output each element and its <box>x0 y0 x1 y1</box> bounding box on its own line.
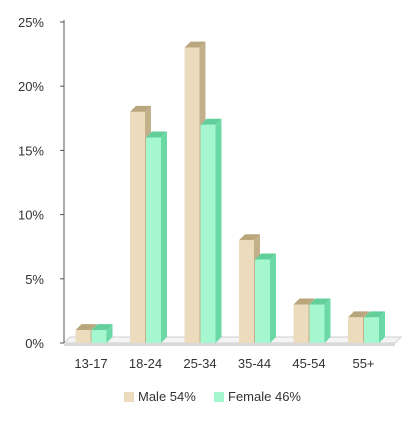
bar <box>200 118 222 343</box>
x-tick-labels: 13-17 18-24 25-34 35-44 45-54 55+ <box>74 356 374 371</box>
y-tick-labels: 0% 5% 10% 15% 20% 25% <box>18 15 64 351</box>
legend-label: Male 54% <box>138 389 196 404</box>
bar-side <box>215 118 222 343</box>
bar-front <box>293 304 309 343</box>
bar-front <box>239 240 254 343</box>
bar <box>91 324 113 343</box>
bar-top <box>200 118 222 125</box>
bar-front <box>91 330 107 343</box>
bars <box>75 41 385 344</box>
x-tick-label: 18-24 <box>129 356 162 371</box>
bar-front <box>309 304 325 343</box>
floor-edge <box>64 343 395 346</box>
x-tick-label: 55+ <box>352 356 374 371</box>
legend-label: Female 46% <box>228 389 301 404</box>
bar-top <box>91 324 113 331</box>
legend-item: Male 54% <box>124 389 196 404</box>
x-tick-label: 25-34 <box>183 356 216 371</box>
y-tick-label: 25% <box>18 15 44 30</box>
bar-front <box>146 137 161 343</box>
bar-front <box>200 124 216 343</box>
x-tick-label: 35-44 <box>238 356 271 371</box>
bar-front <box>130 111 145 343</box>
bar-front <box>75 330 91 343</box>
bar-top <box>293 298 315 305</box>
bar-top <box>255 253 276 260</box>
x-tick-label: 45-54 <box>292 356 325 371</box>
bar-side <box>270 253 276 343</box>
bar <box>309 298 331 343</box>
bar-top <box>146 131 167 138</box>
bar-side <box>379 311 385 343</box>
bar-front <box>255 259 270 343</box>
bar <box>146 131 167 343</box>
legend-swatch <box>124 392 134 402</box>
bar-top <box>130 105 151 112</box>
y-tick-label: 10% <box>18 208 44 223</box>
bar-side <box>161 131 167 343</box>
bar-top <box>309 298 331 305</box>
legend-item: Female 46% <box>214 389 301 404</box>
bar-top <box>239 234 260 241</box>
bar <box>255 253 276 343</box>
legend-swatch <box>214 392 224 402</box>
bar-front <box>184 47 200 344</box>
bar <box>364 311 385 343</box>
bar-top <box>75 324 97 331</box>
legend: Male 54% Female 46% <box>124 389 301 404</box>
x-tick-label: 13-17 <box>74 356 107 371</box>
bar-side <box>106 324 113 343</box>
bar-top <box>348 311 369 318</box>
y-tick-label: 5% <box>25 272 44 287</box>
y-tick-label: 0% <box>25 336 44 351</box>
bar-top <box>184 41 206 48</box>
bar-front <box>364 317 379 343</box>
y-tick-label: 20% <box>18 79 44 94</box>
bar-front <box>348 317 363 343</box>
y-tick-label: 15% <box>18 143 44 158</box>
bar-top <box>364 311 385 318</box>
bar-side <box>324 298 331 343</box>
